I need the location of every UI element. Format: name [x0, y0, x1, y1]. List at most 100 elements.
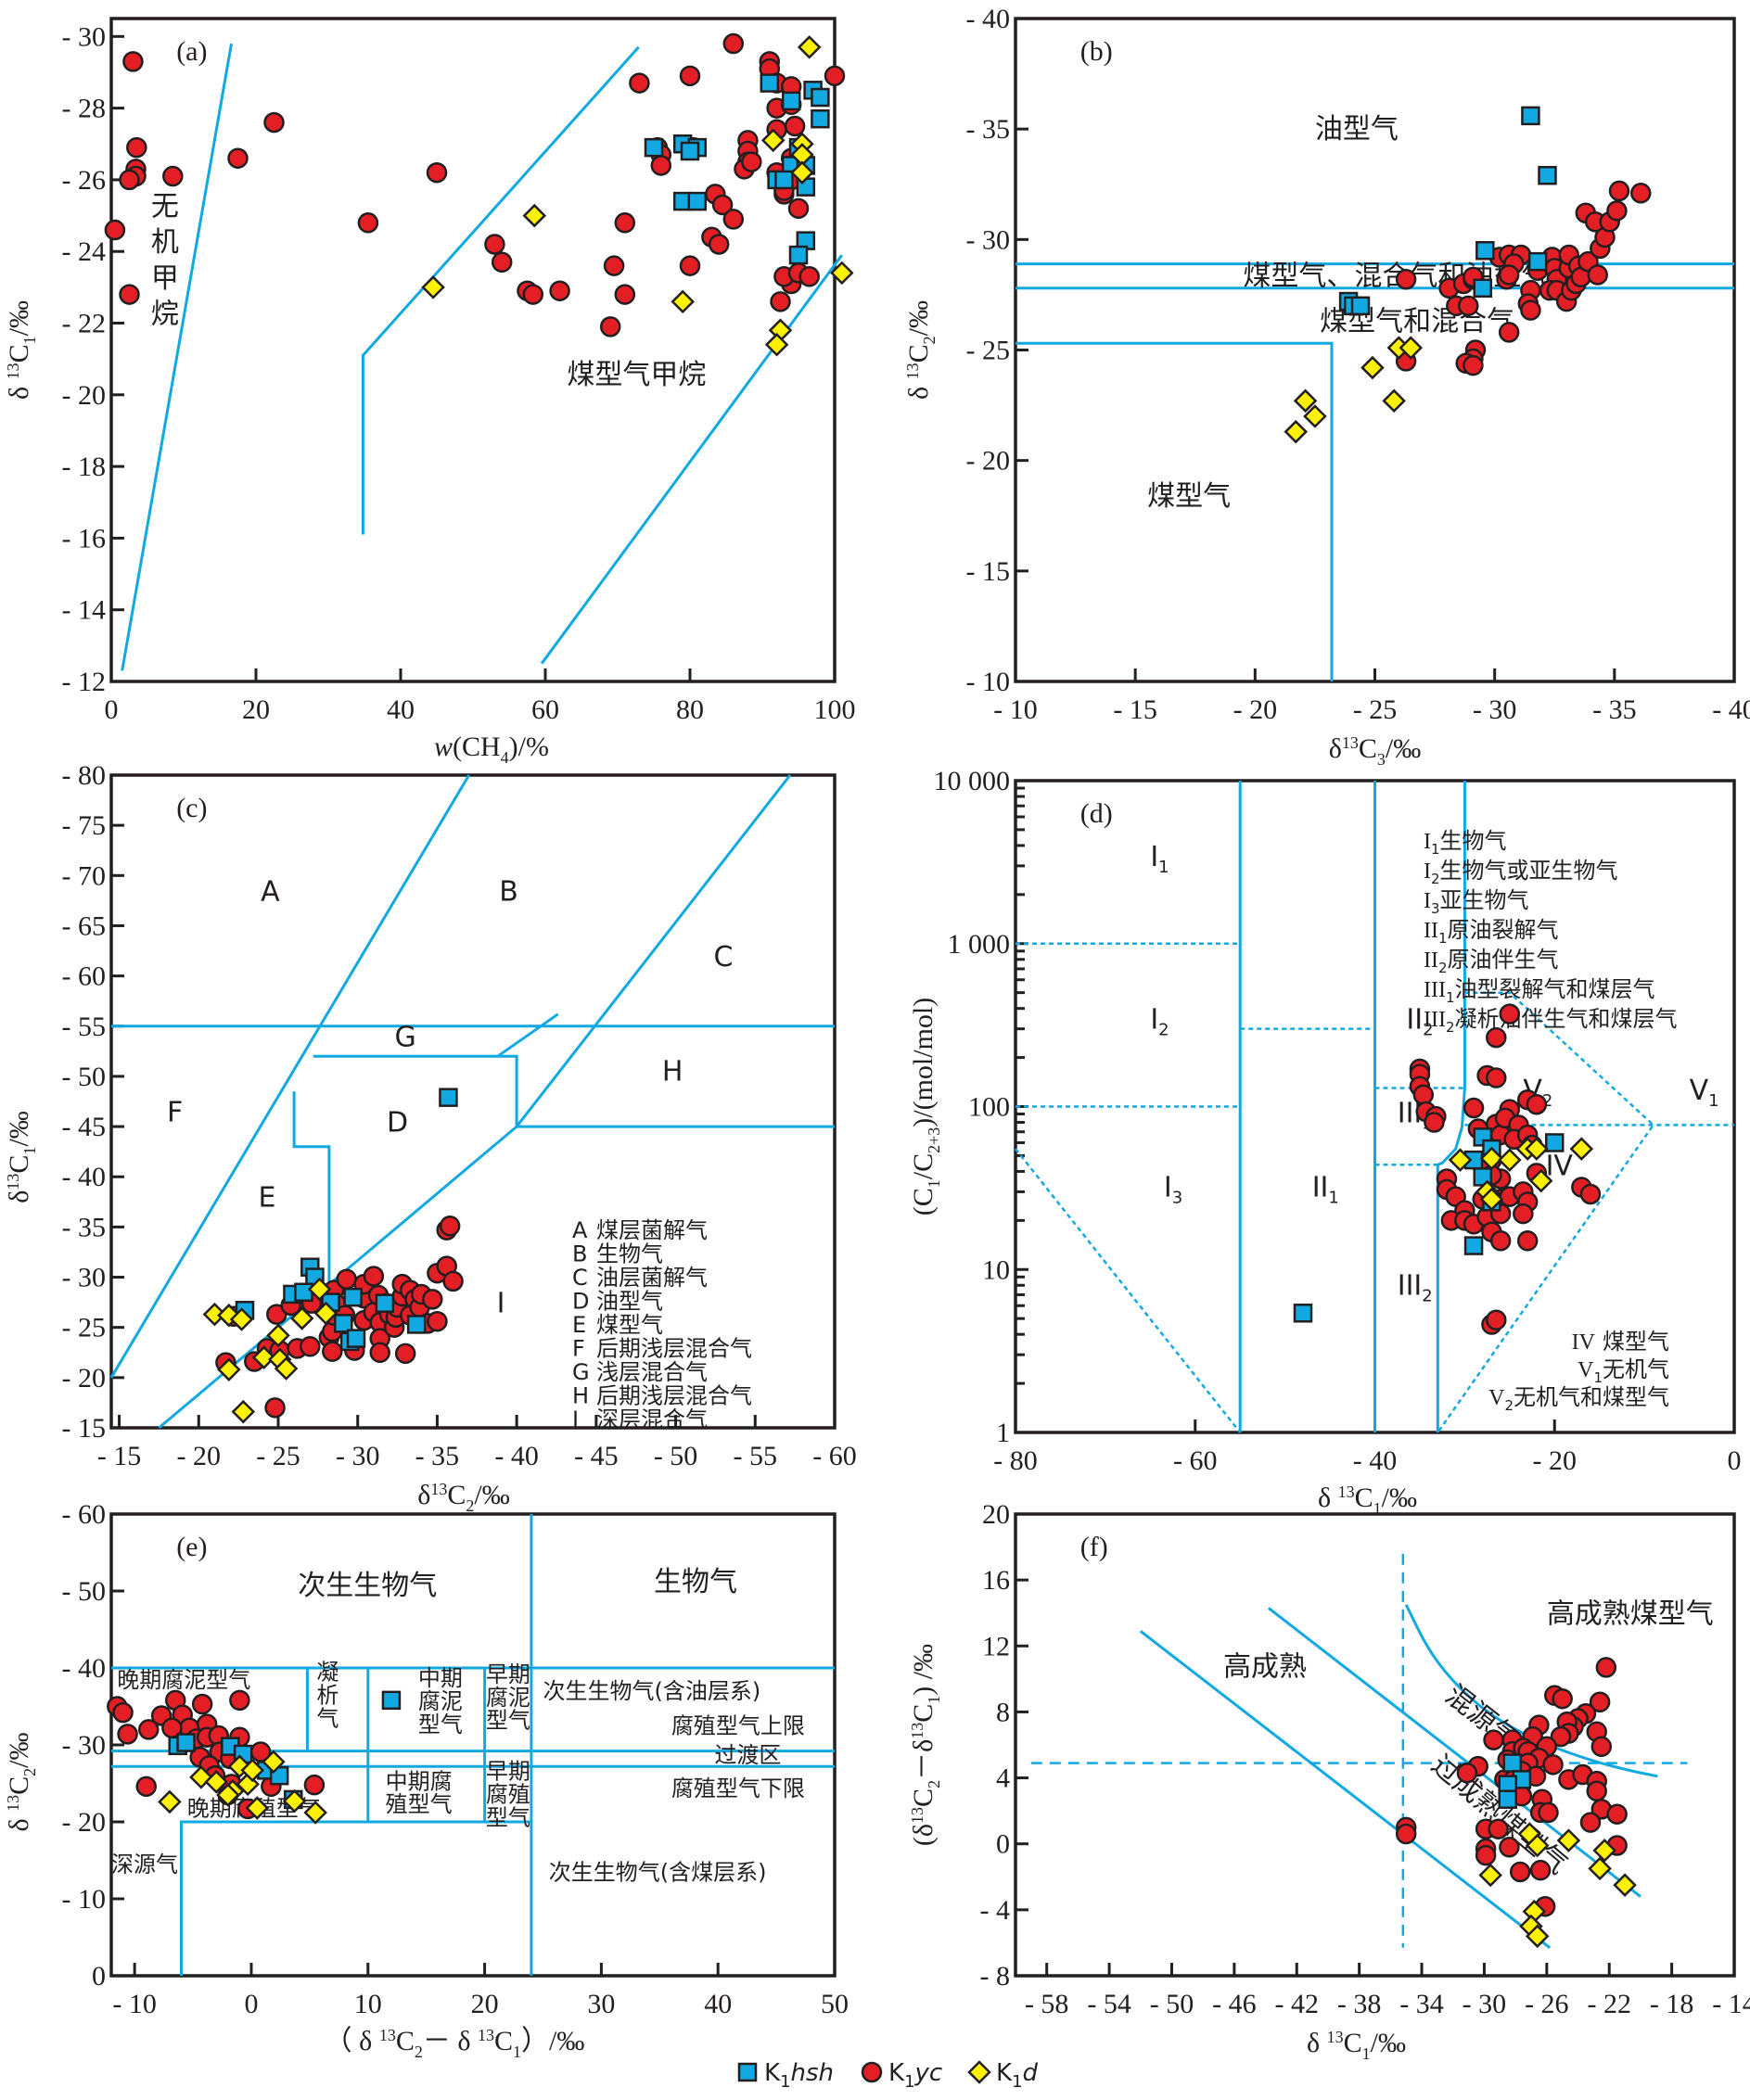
y-tick-label: 10 000	[934, 766, 1011, 796]
data-point-k1hsh	[737, 2062, 758, 2082]
legend-item-k1hsh: K1hsh	[737, 2059, 834, 2092]
data-point-k1yc	[861, 2061, 883, 2083]
region-label: 煤型气甲烷	[567, 359, 706, 391]
data-point-k1yc	[711, 194, 734, 216]
legend-code: A	[572, 1217, 588, 1243]
data-point-k1yc	[369, 1342, 390, 1364]
data-point-k1yc	[263, 111, 285, 134]
data-point-k1yc	[162, 165, 184, 187]
data-point-k1yc	[1498, 322, 1520, 343]
region-label: 深源气	[111, 1852, 178, 1877]
y-axis-title: (δ13C2－δ13C1) /‰	[908, 1644, 943, 1846]
region-label: 中期	[418, 1665, 463, 1691]
data-point-k1d	[202, 1302, 227, 1327]
legend-description: 深层混合气	[596, 1406, 708, 1432]
x-tick-label: 10	[354, 1989, 382, 2019]
data-point-k1hsh	[381, 1690, 402, 1711]
boundary-line	[1016, 341, 1334, 681]
y-tick-label: 0	[92, 1961, 106, 1992]
series-k1hsh	[1498, 1753, 1532, 1809]
x-tick-label: - 10	[112, 1989, 157, 2019]
data-point-k1yc	[1606, 1803, 1628, 1825]
x-tick-label: - 30	[1473, 694, 1517, 725]
data-point-k1d	[671, 289, 695, 314]
y-tick-label: 16	[982, 1565, 1010, 1596]
data-point-k1yc	[1587, 264, 1608, 286]
legend: K1hsh K1yc K1d	[737, 2059, 1039, 2092]
y-tick-label: - 24	[62, 236, 107, 267]
region-label: 烷	[151, 299, 179, 331]
y-tick-label: 0	[996, 1829, 1010, 1860]
region-label: 中期腐	[386, 1768, 453, 1794]
data-point-k1yc	[1499, 1003, 1521, 1025]
y-tick-label: - 16	[62, 523, 107, 554]
data-point-k1yc	[603, 255, 625, 276]
data-point-k1hsh	[1521, 106, 1540, 126]
data-point-k1yc	[1486, 1309, 1507, 1330]
data-point-k1yc	[122, 51, 144, 72]
y-axis-title: δ 13C2/‰	[903, 300, 939, 400]
region-label: B	[499, 875, 518, 908]
data-point-k1d	[421, 275, 445, 299]
data-point-k1yc	[1526, 1093, 1548, 1115]
data-point-k1yc	[227, 147, 249, 169]
data-point-k1yc	[191, 1693, 213, 1715]
data-point-k1yc	[549, 280, 570, 301]
data-point-k1yc	[722, 209, 745, 230]
data-point-k1yc	[1395, 1823, 1417, 1845]
data-point-k1d	[266, 1323, 290, 1348]
region-label: 型气	[486, 1804, 530, 1830]
region-label: I2	[1150, 1004, 1169, 1040]
legend-entry: I2生物气或亚生物气	[1424, 858, 1618, 887]
region-label: 高成熟煤型气	[1547, 1597, 1714, 1630]
legend-description: 生物气	[596, 1241, 663, 1267]
region-label: 型气	[418, 1712, 463, 1737]
x-tick-label: 0	[1728, 1445, 1742, 1476]
data-point-k1yc	[722, 32, 745, 55]
series-k1yc	[1395, 180, 1652, 376]
series-k1d	[202, 1277, 339, 1424]
x-tick-label: 80	[676, 694, 704, 725]
x-tick-label: 0	[105, 694, 119, 725]
y-tick-label: - 65	[62, 910, 107, 941]
data-point-k1d	[262, 1750, 286, 1775]
data-point-k1yc	[394, 1343, 416, 1365]
data-point-k1yc	[1513, 1203, 1534, 1225]
x-tick-label: - 10	[993, 694, 1038, 725]
data-point-k1yc	[119, 169, 140, 191]
x-axis-title: δ13C2/‰	[417, 1480, 510, 1515]
data-point-k1d	[1569, 1137, 1594, 1161]
data-point-k1hsh	[788, 245, 809, 265]
legend-code: C	[572, 1265, 588, 1291]
x-tick-label: - 15	[1113, 694, 1157, 725]
panel-tag: (a)	[176, 36, 207, 67]
data-point-k1yc	[1579, 1812, 1602, 1833]
legend-label: K1yc	[888, 2059, 942, 2092]
y-tick-label: - 12	[62, 667, 107, 697]
legend-description: 煤层菌解气	[596, 1217, 708, 1243]
series-k1d	[1448, 1137, 1594, 1212]
data-point-k1d	[1588, 1856, 1612, 1881]
y-tick-label: - 30	[62, 1263, 107, 1293]
panel-tag: (e)	[176, 1532, 207, 1562]
data-point-k1yc	[1586, 1780, 1607, 1802]
data-point-k1hsh	[1545, 1133, 1565, 1152]
data-point-k1yc	[135, 1775, 157, 1798]
data-point-k1yc	[1486, 1067, 1507, 1088]
y-tick-label: - 55	[62, 1012, 107, 1042]
x-tick-label: 60	[531, 694, 559, 725]
data-point-k1yc	[1509, 1861, 1531, 1883]
data-point-k1d	[229, 1307, 254, 1331]
data-point-k1d	[1303, 404, 1327, 428]
data-point-k1yc	[784, 115, 806, 137]
data-point-k1yc	[1456, 1762, 1478, 1784]
panel-e: - 10 0 10 20 30 40 500- 10- 20- 30- 40- 50- 60…	[4, 1499, 849, 2061]
y-tick-label: - 35	[62, 1212, 107, 1242]
x-tick-label: - 18	[1650, 1989, 1694, 2019]
y-tick-label: - 60	[62, 1499, 107, 1530]
x-tick-label: - 38	[1337, 1989, 1382, 2019]
y-tick-label: - 45	[62, 1112, 107, 1142]
region-label: H	[662, 1055, 683, 1088]
data-point-k1yc	[741, 151, 762, 172]
data-point-k1hsh	[760, 73, 780, 93]
